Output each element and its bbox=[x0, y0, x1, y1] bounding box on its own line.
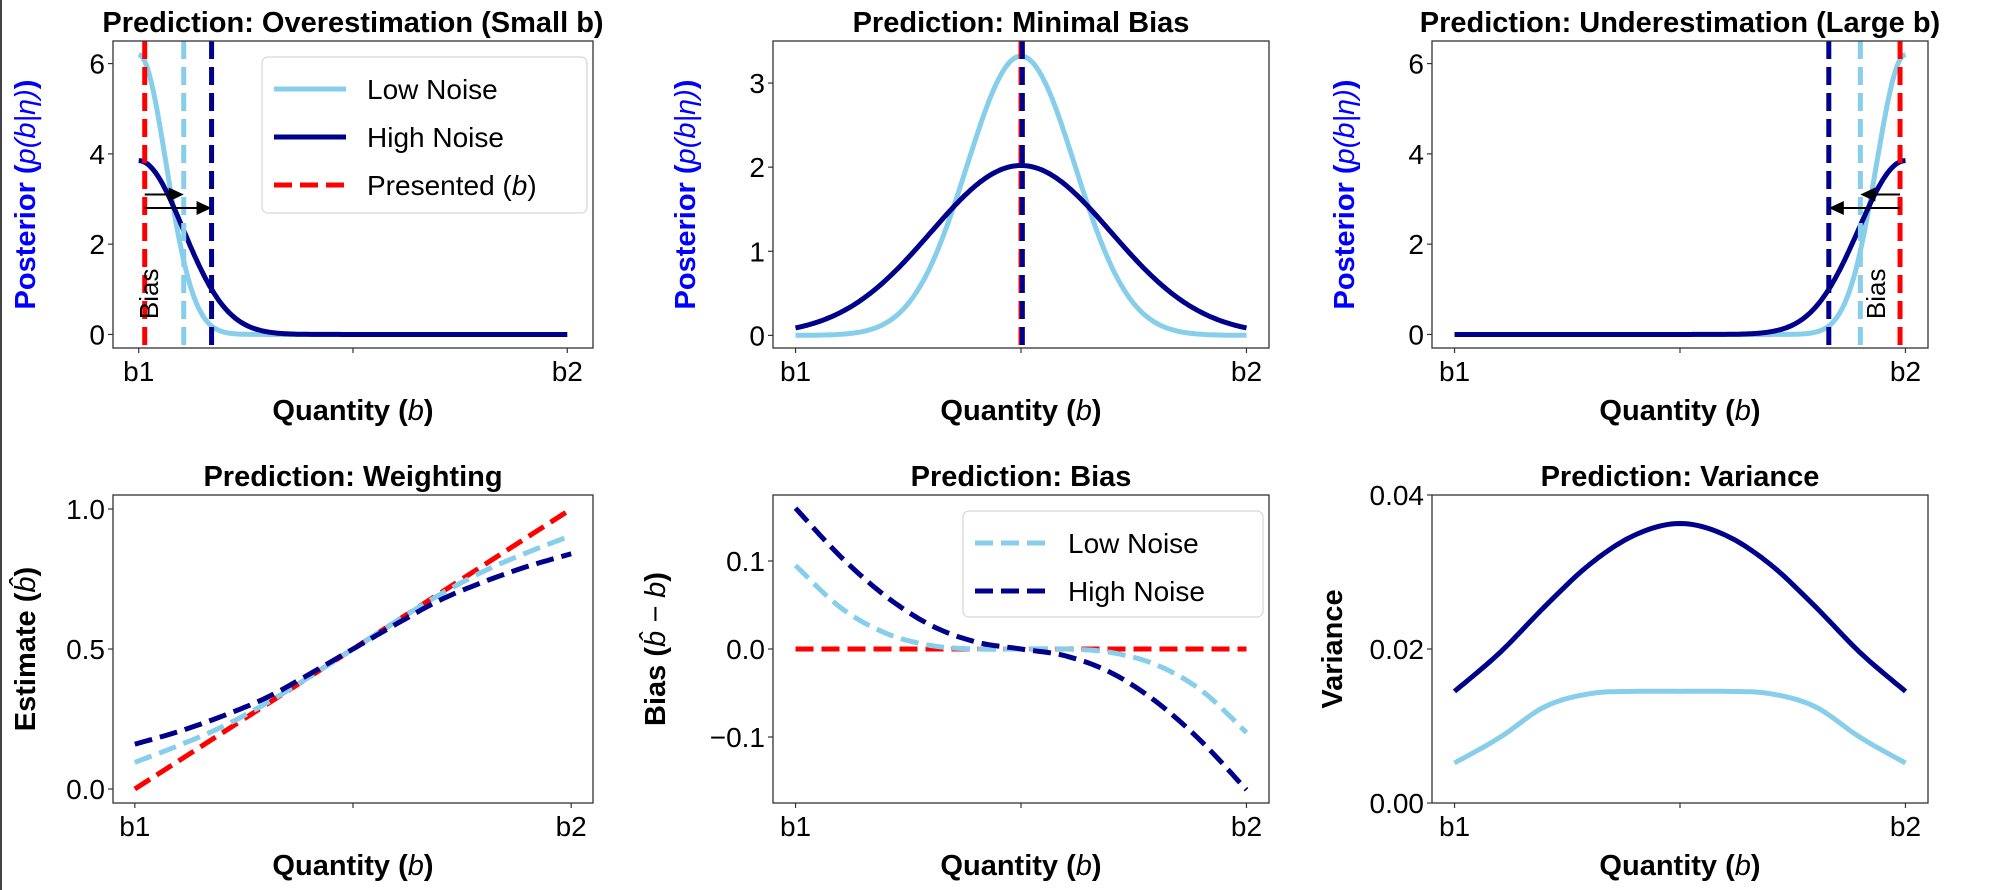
legend-label: Low Noise bbox=[1068, 528, 1199, 559]
y-axis-label: Variance bbox=[1317, 589, 1349, 708]
x-tick-label: b2 bbox=[1231, 356, 1262, 387]
x-tick-label: b1 bbox=[780, 356, 811, 387]
y-tick-label: 0 bbox=[749, 320, 765, 351]
series-line-high-noise bbox=[1452, 520, 1908, 694]
y-tick-label: 0.04 bbox=[1370, 480, 1425, 511]
y-tick-label: 3 bbox=[749, 68, 765, 99]
legend-label: Low Noise bbox=[367, 74, 498, 105]
legend-label: High Noise bbox=[1068, 576, 1205, 607]
legend-box bbox=[261, 56, 588, 214]
plot-area bbox=[1452, 520, 1908, 766]
y-tick-label: 2 bbox=[749, 152, 765, 183]
legend-label: High Noise bbox=[367, 122, 504, 153]
x-axis-label: Quantity (b) bbox=[272, 850, 433, 882]
x-axis-label: Quantity (b) bbox=[940, 850, 1101, 882]
plot-area bbox=[133, 506, 573, 792]
chart-title: Prediction: Variance bbox=[1541, 461, 1820, 493]
y-tick-label: 1 bbox=[749, 236, 765, 267]
y-tick-label: 0 bbox=[1408, 319, 1424, 350]
y-tick-label: 0.5 bbox=[66, 634, 105, 665]
series-line-high-noise bbox=[134, 551, 572, 747]
y-tick-label: 2 bbox=[89, 229, 105, 260]
y-axis-label: Bias (b̂ − b) bbox=[639, 572, 672, 726]
chart-overestimation: Bias b1 b2 0 2 4 6 Prediction: Overestimation (… bbox=[10, 7, 604, 427]
series-line-low-noise bbox=[1454, 52, 1907, 337]
y-tick-label: 0.02 bbox=[1370, 634, 1425, 665]
chart-minimal-bias: b1 b2 0 1 2 3 Prediction: Minimal Bias Quantity… bbox=[670, 7, 1270, 427]
y-tick-label: 4 bbox=[89, 139, 105, 170]
y-axis-label: Posterior (p(b|η)) bbox=[1329, 80, 1361, 310]
x-tick-label: b2 bbox=[1890, 811, 1921, 842]
x-tick-label: b1 bbox=[123, 356, 154, 387]
x-tick-label: b2 bbox=[1231, 811, 1262, 842]
axes-frame bbox=[1431, 40, 1929, 349]
y-tick-label: 0.0 bbox=[726, 634, 765, 665]
x-tick-label: b1 bbox=[119, 811, 150, 842]
x-axis-label: Quantity (b) bbox=[1599, 395, 1760, 427]
x-tick-label: b1 bbox=[1439, 811, 1470, 842]
bias-annotation: Bias bbox=[1861, 269, 1891, 320]
y-tick-label: 0.1 bbox=[726, 546, 765, 577]
page-left-border bbox=[0, 0, 2, 890]
y-axis-label: Estimate (b̂) bbox=[9, 567, 42, 731]
bias-arrow-head bbox=[1860, 187, 1876, 202]
y-tick-label: 2 bbox=[1408, 229, 1424, 260]
plot-area bbox=[794, 41, 1248, 348]
y-axis-label: Posterior (p(b|η)) bbox=[10, 80, 42, 310]
y-axis-label: Posterior (p(b|η)) bbox=[670, 80, 702, 310]
legend: Low Noise High Noise bbox=[962, 510, 1264, 618]
bias-arrow-head bbox=[196, 201, 212, 216]
series-line-high-noise bbox=[794, 163, 1248, 331]
x-tick-label: b2 bbox=[556, 811, 587, 842]
bias-annotation: Bias bbox=[134, 269, 164, 320]
legend: Low Noise High Noise Presented (b) bbox=[261, 56, 588, 214]
x-tick-label: b1 bbox=[1439, 356, 1470, 387]
x-tick-label: b2 bbox=[1890, 356, 1921, 387]
x-axis-label: Quantity (b) bbox=[940, 395, 1101, 427]
chart-underestimation: Bias b1 b2 0 2 4 6 Prediction: Underestimation … bbox=[1329, 7, 1940, 427]
x-axis-label: Quantity (b) bbox=[1599, 850, 1760, 882]
chart-title: Prediction: Weighting bbox=[203, 461, 502, 493]
x-axis-label: Quantity (b) bbox=[272, 395, 433, 427]
y-tick-label: 0 bbox=[89, 319, 105, 350]
y-tick-label: 6 bbox=[89, 49, 105, 80]
chart-title: Prediction: Minimal Bias bbox=[853, 7, 1190, 39]
plot-area bbox=[793, 506, 1249, 792]
y-tick-label: 0.00 bbox=[1370, 788, 1425, 819]
y-tick-label: 4 bbox=[1408, 139, 1424, 170]
y-tick-label: 1.0 bbox=[66, 494, 105, 525]
series-line-high-noise bbox=[1454, 158, 1906, 337]
series-line-low-noise bbox=[1453, 688, 1907, 766]
x-tick-label: b2 bbox=[552, 356, 583, 387]
chart-title: Prediction: Underestimation (Large b) bbox=[1420, 7, 1940, 39]
chart-variance: b1 b2 0.00 0.02 0.04 Prediction: Variance Quan… bbox=[1317, 461, 1929, 882]
chart-bias: b1 b2 −0.1 0.0 0.1 Prediction: Bias Quantity (… bbox=[639, 461, 1270, 882]
y-tick-label: 6 bbox=[1408, 49, 1424, 80]
bias-arrow-head bbox=[1828, 201, 1844, 216]
y-tick-label: 0.0 bbox=[66, 774, 105, 805]
chart-title: Prediction: Bias bbox=[911, 461, 1132, 493]
bias-arrow-head bbox=[168, 187, 184, 202]
series-line-presented bbox=[133, 506, 573, 792]
plot-area bbox=[1454, 41, 1907, 348]
y-tick-label: −0.1 bbox=[710, 722, 765, 753]
chart-weighting: b1 b2 0.0 0.5 1.0 Prediction: Weighting Quanti… bbox=[9, 461, 594, 882]
legend-label: Presented (b) bbox=[367, 170, 537, 201]
x-tick-label: b1 bbox=[780, 811, 811, 842]
series-line-high-noise bbox=[793, 506, 1249, 792]
chart-title: Prediction: Overestimation (Small b) bbox=[102, 7, 603, 39]
plot-area bbox=[137, 41, 568, 348]
